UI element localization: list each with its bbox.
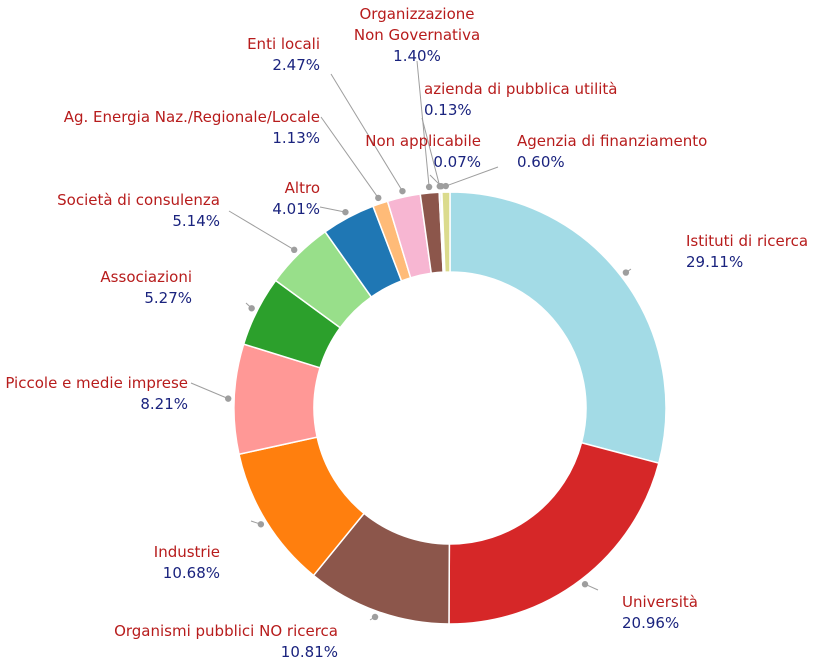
leader-line-societ-di-consulenza [228, 210, 295, 251]
leader-line-non-applicabile [429, 174, 442, 187]
label-universit: Università 20.96% [622, 593, 698, 632]
pct-universit: 20.96% [622, 614, 679, 632]
slice-universit [448, 441, 660, 625]
leader-line-organismi-pubblici-no-ricerca [369, 616, 376, 621]
leader-line-ag-energia-naz-regionale-locale [320, 116, 379, 199]
leader-line-azienda-di-pubblica-utilit [421, 117, 441, 187]
label-organismi-pubblici-no-ricerca: Organismi pubblici NO ricerca 10.81% [114, 622, 338, 661]
pct-azienda-di-pubblica-utilit: 0.13% [424, 101, 472, 119]
pct-organizzazione-non-governativa: 1.40% [393, 47, 441, 65]
pct-altro: 4.01% [272, 200, 320, 218]
slice-labels: Istituti di ricerca 29.11% Università 20.96… [5, 5, 808, 661]
pct-industrie: 10.68% [163, 564, 220, 582]
label-ag-energia-naz-regionale-locale: Ag. Energia Naz./Regionale/Locale 1.13% [64, 108, 320, 147]
label-agenzia-di-finanziamento: Agenzia di finanziamento 0.60% [517, 132, 707, 171]
pct-agenzia-di-finanziamento: 0.60% [517, 153, 565, 171]
pct-piccole-e-medie-imprese: 8.21% [140, 395, 188, 413]
label-leaders [190, 60, 632, 621]
pct-istituti-di-ricerca: 29.11% [686, 253, 743, 271]
leader-line-industrie [250, 520, 262, 525]
slice-agenzia-di-finanziamento [441, 191, 451, 273]
leader-line-enti-locali [330, 73, 403, 192]
leader-line-istituti-di-ricerca [625, 268, 632, 273]
leader-line-universit [584, 583, 599, 591]
leader-dot-agenzia-di-finanziamento [442, 182, 450, 190]
label-enti-locali: Enti locali 2.47% [247, 35, 320, 74]
leader-line-altro [319, 206, 346, 213]
donut-slices [233, 191, 667, 625]
label-associazioni: Associazioni 5.27% [100, 268, 192, 307]
label-azienda-di-pubblica-utilit: azienda di pubblica utilità 0.13% [424, 80, 617, 119]
pct-societ-di-consulenza: 5.14% [172, 212, 220, 230]
label-non-applicabile: Non applicabile 0.07% [365, 132, 481, 171]
leader-line-piccole-e-medie-imprese [190, 382, 229, 400]
leader-line-associazioni [245, 302, 252, 309]
label-piccole-e-medie-imprese: Piccole e medie imprese 8.21% [5, 374, 188, 413]
pct-non-applicabile: 0.07% [433, 153, 481, 171]
label-industrie: Industrie 10.68% [154, 543, 220, 582]
pct-ag-energia-naz-regionale-locale: 1.13% [272, 129, 320, 147]
pct-enti-locali: 2.47% [272, 56, 320, 74]
slice-istituti-di-ricerca [449, 191, 667, 465]
label-istituti-di-ricerca: Istituti di ricerca 29.11% [686, 232, 808, 271]
label-organizzazione-non-governativa: Organizzazione Non Governativa 1.40% [354, 5, 480, 65]
leader-line-agenzia-di-finanziamento [445, 166, 499, 187]
label-altro: Altro 4.01% [272, 179, 320, 218]
pct-associazioni: 5.27% [144, 289, 192, 307]
label-societ-di-consulenza: Società di consulenza 5.14% [57, 191, 220, 230]
pct-organismi-pubblici-no-ricerca: 10.81% [281, 643, 338, 661]
